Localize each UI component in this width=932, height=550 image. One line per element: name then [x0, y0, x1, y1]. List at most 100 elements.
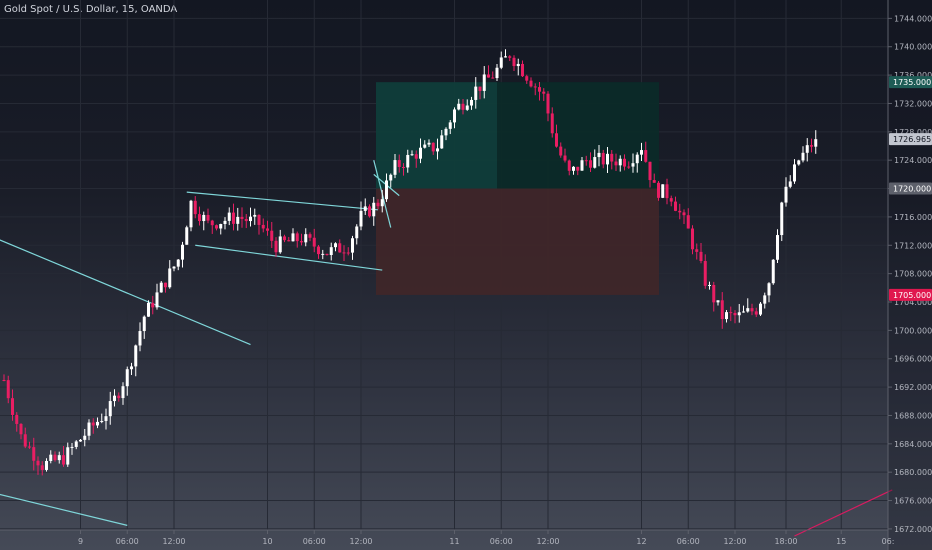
candle-body — [312, 237, 316, 247]
candle-body — [104, 416, 108, 421]
price-label-box[interactable] — [889, 288, 932, 301]
candle-body — [113, 395, 116, 402]
candle-body — [300, 241, 303, 243]
price-label-text: 1735.000 — [893, 78, 931, 87]
candle-body — [2, 380, 6, 381]
candle-body — [304, 234, 308, 243]
candle-body — [45, 460, 48, 470]
candle-body — [397, 160, 401, 168]
candle-body — [227, 212, 231, 221]
candle-body — [771, 259, 775, 284]
candle-body — [784, 186, 788, 203]
candle-body — [6, 380, 10, 399]
candle-body — [584, 160, 588, 162]
candle-body — [389, 174, 393, 181]
candle-body — [674, 201, 677, 211]
price-axis[interactable]: 1672.000 1676.000 1680.000 1684.000 1688.000… — [887, 0, 932, 550]
trendline[interactable] — [195, 244, 383, 271]
candle-body — [91, 422, 95, 426]
trendline[interactable] — [186, 191, 379, 211]
price-label-text: 1726.965 — [893, 135, 931, 144]
price-tick-label: 1688.000 — [894, 411, 932, 420]
candle-body — [232, 212, 235, 224]
candle-body — [130, 366, 133, 370]
candle-body — [372, 202, 376, 217]
time-tick-label: 12:00 — [349, 537, 372, 546]
price-tick-label: 1680.000 — [894, 468, 932, 477]
price-tick-label: 1712.000 — [894, 241, 932, 250]
candle-body — [572, 166, 575, 171]
candle-body — [750, 308, 754, 312]
candle-body — [567, 160, 571, 171]
candle-body — [138, 331, 142, 346]
time-tick-label: 12:00 — [723, 537, 746, 546]
candle-body — [576, 166, 580, 171]
time-tick-label: 10 — [262, 537, 272, 546]
candle-body — [661, 184, 665, 198]
candle-body — [402, 167, 405, 169]
price-label-text: 1720.000 — [893, 185, 931, 194]
candle-body — [240, 216, 244, 219]
time-tick-label: 12 — [636, 537, 646, 546]
candle-body — [419, 147, 422, 159]
candle-body — [125, 369, 129, 387]
candle-body — [618, 158, 622, 166]
price-tick-label: 1728.000 — [894, 128, 932, 137]
candle-body — [474, 86, 478, 100]
trendline[interactable] — [0, 238, 251, 346]
price-tick-label: 1708.000 — [894, 270, 932, 279]
trendline[interactable] — [0, 493, 128, 526]
trendline[interactable] — [794, 489, 893, 537]
candle-body — [334, 243, 337, 248]
candle-body — [359, 210, 363, 227]
price-label-box[interactable] — [889, 133, 932, 146]
candle-body — [516, 63, 520, 67]
candle-body — [147, 302, 150, 317]
candle-body — [555, 133, 558, 147]
candle-body — [427, 142, 431, 145]
candle-body — [678, 210, 682, 213]
price-label-box[interactable] — [889, 76, 932, 89]
candle-body — [151, 302, 155, 308]
price-tick-label: 1744.000 — [894, 14, 932, 23]
candle-body — [376, 202, 380, 207]
candle-body — [801, 152, 805, 161]
candle-body — [440, 135, 444, 149]
candle-body — [737, 312, 741, 316]
candle-body — [121, 386, 125, 399]
candle-body — [525, 76, 529, 81]
candle-body — [257, 214, 261, 225]
candle-body — [87, 422, 91, 436]
candle-body — [780, 202, 784, 236]
candle-body — [623, 158, 626, 167]
candle-body — [746, 308, 750, 312]
candle-body — [593, 157, 597, 168]
price-label-box[interactable] — [889, 182, 932, 195]
candle-body — [270, 230, 274, 241]
candle-body — [465, 105, 469, 110]
candle-body — [62, 455, 65, 465]
candle-body — [487, 74, 490, 78]
candle-body — [193, 200, 197, 215]
candle-body — [606, 153, 609, 165]
candle-body — [308, 234, 312, 238]
candle-body — [74, 441, 78, 447]
candle-body — [189, 200, 193, 228]
candle-body — [83, 435, 87, 440]
time-axis[interactable]: 9 06:00 12:00 10 06:00 12:00 11 06:00 12:00 12 06:… — [0, 529, 894, 546]
candle-body — [470, 99, 473, 106]
candle-body — [538, 87, 541, 92]
candle-body — [448, 122, 452, 129]
candle-body — [640, 150, 643, 155]
time-tick-label: 06:00 — [490, 537, 513, 546]
price-axis-bg[interactable] — [888, 0, 932, 550]
stop-zone[interactable] — [376, 188, 659, 295]
candle-body — [559, 146, 563, 156]
candle-body — [134, 345, 138, 367]
position-tool[interactable] — [376, 82, 659, 295]
candle-body — [283, 236, 286, 241]
candle-body — [57, 455, 61, 461]
candle-body — [648, 161, 652, 181]
